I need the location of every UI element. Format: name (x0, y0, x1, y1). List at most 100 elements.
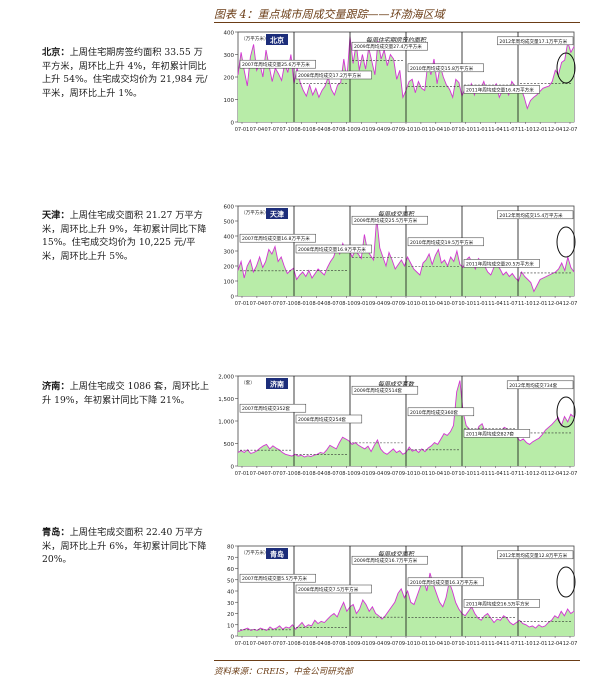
unit-label: （万平方米） (241, 35, 269, 42)
year-average-label: 2011年周均成交827套 (466, 430, 514, 437)
y-tick-label: 40 (227, 590, 234, 596)
year-average-box (497, 550, 574, 560)
x-tick-label: 07-01 (235, 127, 250, 133)
year-average-label: 2008年周均成交量16.9万平方米 (298, 246, 366, 253)
year-average-box (407, 237, 484, 247)
x-tick-label: 12-01 (533, 127, 548, 133)
year-average-box (295, 584, 372, 594)
latest-highlight-ellipse (556, 52, 576, 84)
x-tick-label: 08-07 (324, 471, 339, 477)
year-average-box (239, 403, 307, 413)
x-tick-label: 08-07 (324, 127, 339, 133)
x-tick-label: 07-04 (250, 301, 265, 307)
x-tick-label: 07-07 (265, 127, 280, 133)
y-tick-label: 80 (227, 545, 234, 551)
y-tick-label: 300 (224, 53, 235, 59)
x-tick-label: 11-01 (473, 641, 488, 647)
latest-highlight-ellipse (556, 226, 576, 258)
chart-title: 每周住宅期房签约面积 (366, 36, 427, 44)
x-tick-label: 09-01 (354, 301, 369, 307)
year-average-box (407, 577, 484, 587)
x-tick-label: 12-07 (563, 641, 578, 647)
x-tick-label: 07-07 (265, 471, 280, 477)
x-tick-label: 10-01 (414, 127, 429, 133)
year-average-box (407, 407, 475, 417)
y-tick-label: 0 (231, 295, 235, 301)
x-tick-label: 12-01 (533, 301, 548, 307)
unit-label: （套） (241, 379, 255, 386)
x-tick-label: 09-10 (399, 301, 414, 307)
latest-highlight-ellipse (556, 396, 576, 428)
x-tick-label: 09-01 (354, 127, 369, 133)
x-tick-label: 07-10 (279, 471, 294, 477)
x-tick-label: 10-07 (443, 471, 458, 477)
x-tick-label: 11-10 (518, 641, 533, 647)
y-tick-label: 100 (224, 98, 235, 104)
y-tick-label: 0 (231, 635, 235, 641)
x-tick-label: 09-01 (354, 641, 369, 647)
year-average-label: 2012年周均成交734套 (509, 382, 557, 389)
y-tick-label: 200 (224, 265, 235, 271)
year-average-label: 2007年周均成交量25.6万平方米 (242, 61, 310, 68)
y-tick-label: 400 (224, 31, 235, 37)
x-tick-label: 08-10 (339, 471, 354, 477)
year-average-box (463, 259, 540, 268)
x-tick-label: 10-07 (443, 127, 458, 133)
y-tick-label: 600 (224, 205, 235, 211)
x-tick-label: 09-04 (369, 127, 384, 133)
year-average-box (497, 210, 574, 220)
y-tick-label: 30 (227, 601, 234, 607)
y-tick-label: 50 (227, 578, 234, 584)
y-tick-label: 10 (227, 623, 234, 629)
city-label-box (266, 34, 288, 45)
year-average-box (295, 414, 363, 424)
x-tick-label: 07-04 (250, 641, 265, 647)
x-tick-label: 10-01 (414, 301, 429, 307)
x-tick-label: 07-01 (235, 471, 250, 477)
desc-tianjin: 天津：上周住宅成交面积 21.27 万平方米，周环比上升 9%，年初累计同比下降… (42, 209, 210, 263)
x-tick-label: 08-10 (339, 641, 354, 647)
desc-body: 上周住宅成交面积 22.40 万平方米，周环比上升 6%，年初累计同比下降 20… (42, 527, 207, 565)
x-tick-label: 10-10 (458, 127, 473, 133)
year-average-label: 2012年周均成交15.4万平方米 (499, 212, 563, 219)
year-average-label: 2009年周均成交25.5万平方米 (354, 217, 418, 224)
chart-jinan: 0 500 1,000 1,500 2,000 07-01 07-04 07-07 07-10 0… (214, 370, 582, 488)
x-tick-label: 10-04 (429, 641, 444, 647)
x-tick-label: 10-04 (429, 471, 444, 477)
chart-tianjin: 0 100 200 300 400 500 600 07-01 07-04 07-07 07-10 0… (214, 200, 582, 318)
year-average-box (239, 59, 316, 69)
x-tick-label: 11-04 (488, 127, 503, 133)
year-average-label: 2011年周均成交16.5万平方米 (466, 600, 530, 607)
x-tick-label: 12-04 (548, 641, 563, 647)
year-average-box (407, 63, 484, 73)
x-tick-label: 09-04 (369, 641, 384, 647)
x-tick-label: 08-10 (339, 301, 354, 307)
year-average-label: 2010年周均成交19.5万平方米 (410, 239, 474, 246)
x-tick-label: 07-10 (279, 127, 294, 133)
y-tick-label: 60 (227, 567, 234, 573)
city-label-box (266, 378, 288, 389)
x-tick-label: 08-01 (294, 471, 309, 477)
x-tick-label: 09-07 (384, 127, 399, 133)
x-tick-label: 07-10 (279, 301, 294, 307)
x-tick-label: 11-10 (518, 127, 533, 133)
y-tick-label: 500 (224, 442, 235, 448)
x-tick-label: 07-07 (265, 301, 280, 307)
year-average-label: 2010年周均成交360套 (410, 409, 458, 416)
year-average-box (506, 380, 574, 390)
x-tick-label: 08-01 (294, 301, 309, 307)
x-tick-label: 08-07 (324, 641, 339, 647)
y-tick-label: 300 (224, 250, 235, 256)
year-average-label: 2007年周均成交量16.8万平方米 (242, 235, 310, 242)
x-tick-label: 11-01 (473, 471, 488, 477)
x-tick-label: 11-10 (518, 301, 533, 307)
series-area (238, 36, 574, 122)
y-tick-label: 400 (224, 235, 235, 241)
x-tick-label: 10-01 (414, 471, 429, 477)
desc-body: 上周住宅期房签约面积 33.55 万平方米，周环比上升 4%，年初累计同比上升 … (42, 47, 208, 99)
x-tick-label: 10-01 (414, 641, 429, 647)
x-tick-label: 11-10 (518, 471, 533, 477)
x-tick-label: 08-04 (309, 301, 324, 307)
x-tick-label: 12-07 (563, 127, 578, 133)
year-average-box (239, 233, 316, 243)
